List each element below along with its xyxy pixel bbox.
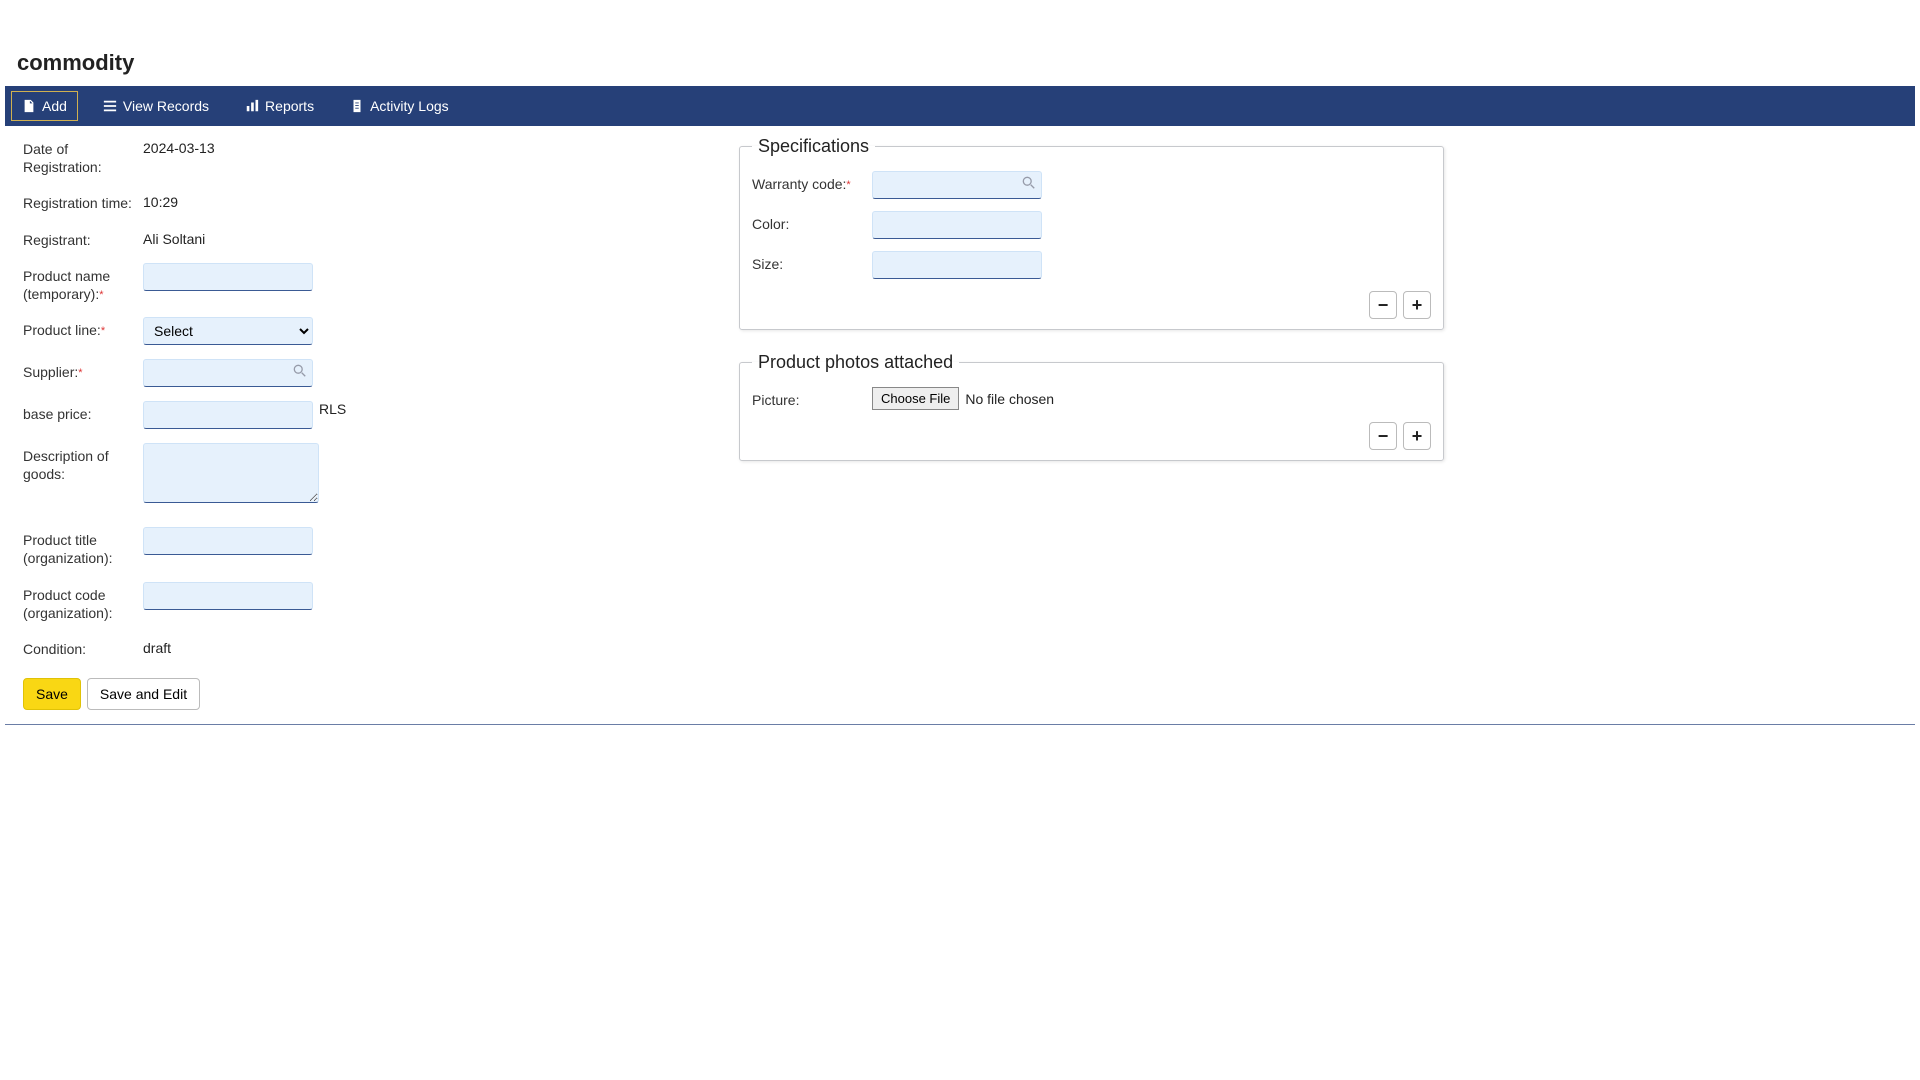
specifications-panel: Specifications Warranty code:* Color: [739, 136, 1444, 330]
chart-icon [245, 99, 259, 113]
supplier-label: Supplier:* [23, 359, 143, 381]
required-mark: * [846, 179, 850, 191]
product-line-label: Product line:* [23, 317, 143, 339]
product-photos-legend: Product photos attached [752, 352, 959, 373]
toolbar: Add View Records Reports Activity Logs [5, 86, 1915, 126]
product-title-org-label: Product title (organization): [23, 527, 143, 567]
required-mark: * [99, 289, 103, 301]
product-title-org-input[interactable] [143, 527, 313, 555]
date-registration-value: 2024-03-13 [143, 136, 215, 156]
registration-time-label: Registration time: [23, 190, 143, 212]
toolbar-activity-logs-button[interactable]: Activity Logs [339, 91, 460, 121]
save-and-edit-button[interactable]: Save and Edit [87, 678, 200, 710]
registrant-value: Ali Soltani [143, 227, 205, 247]
save-button[interactable]: Save [23, 678, 81, 710]
size-input[interactable] [872, 251, 1042, 279]
photos-add-button[interactable]: + [1403, 422, 1431, 450]
choose-file-button[interactable]: Choose File [872, 387, 959, 410]
picture-label: Picture: [752, 387, 872, 409]
file-add-icon [22, 99, 36, 113]
product-line-label-text: Product line: [23, 322, 101, 338]
form-actions: Save Save and Edit [23, 678, 723, 710]
required-mark: * [101, 325, 105, 337]
warranty-code-input[interactable] [872, 171, 1042, 199]
supplier-input[interactable] [143, 359, 313, 387]
product-photos-panel: Product photos attached Picture: Choose … [739, 352, 1444, 461]
base-price-label: base price: [23, 401, 143, 423]
product-code-org-label: Product code (organization): [23, 582, 143, 622]
toolbar-reports-label: Reports [265, 98, 314, 114]
toolbar-activity-logs-label: Activity Logs [370, 98, 449, 114]
product-code-org-input[interactable] [143, 582, 313, 610]
warranty-code-label-text: Warranty code: [752, 176, 846, 192]
condition-label: Condition: [23, 636, 143, 658]
photos-remove-button[interactable]: − [1369, 422, 1397, 450]
registration-time-value: 10:29 [143, 190, 178, 210]
product-name-input[interactable] [143, 263, 313, 291]
product-line-select[interactable]: Select [143, 317, 313, 345]
right-panels: Specifications Warranty code:* Color: [739, 136, 1444, 710]
color-label: Color: [752, 211, 872, 233]
footer-divider [5, 724, 1915, 725]
toolbar-add-label: Add [42, 98, 67, 114]
product-name-label: Product name (temporary):* [23, 263, 143, 303]
specs-add-button[interactable]: + [1403, 291, 1431, 319]
product-name-label-text: Product name (temporary): [23, 268, 110, 302]
page-title: commodity [5, 50, 1915, 86]
date-registration-label: Date of Registration: [23, 136, 143, 176]
left-form: Date of Registration: 2024-03-13 Registr… [23, 136, 723, 710]
list-icon [103, 99, 117, 113]
search-icon[interactable] [293, 364, 307, 378]
toolbar-reports-button[interactable]: Reports [234, 91, 325, 121]
toolbar-view-records-button[interactable]: View Records [92, 91, 220, 121]
required-mark: * [78, 367, 82, 379]
size-label: Size: [752, 251, 872, 273]
file-chosen-label: No file chosen [965, 391, 1054, 407]
toolbar-add-button[interactable]: Add [11, 91, 78, 121]
description-textarea[interactable] [143, 443, 319, 503]
description-label: Description of goods: [23, 443, 143, 483]
base-price-suffix: RLS [319, 401, 346, 417]
specs-remove-button[interactable]: − [1369, 291, 1397, 319]
registrant-label: Registrant: [23, 227, 143, 249]
supplier-label-text: Supplier: [23, 364, 78, 380]
warranty-code-label: Warranty code:* [752, 171, 872, 193]
specifications-legend: Specifications [752, 136, 875, 157]
color-input[interactable] [872, 211, 1042, 239]
toolbar-view-records-label: View Records [123, 98, 209, 114]
base-price-input[interactable] [143, 401, 313, 429]
search-icon[interactable] [1022, 176, 1036, 190]
log-icon [350, 99, 364, 113]
condition-value: draft [143, 636, 171, 656]
